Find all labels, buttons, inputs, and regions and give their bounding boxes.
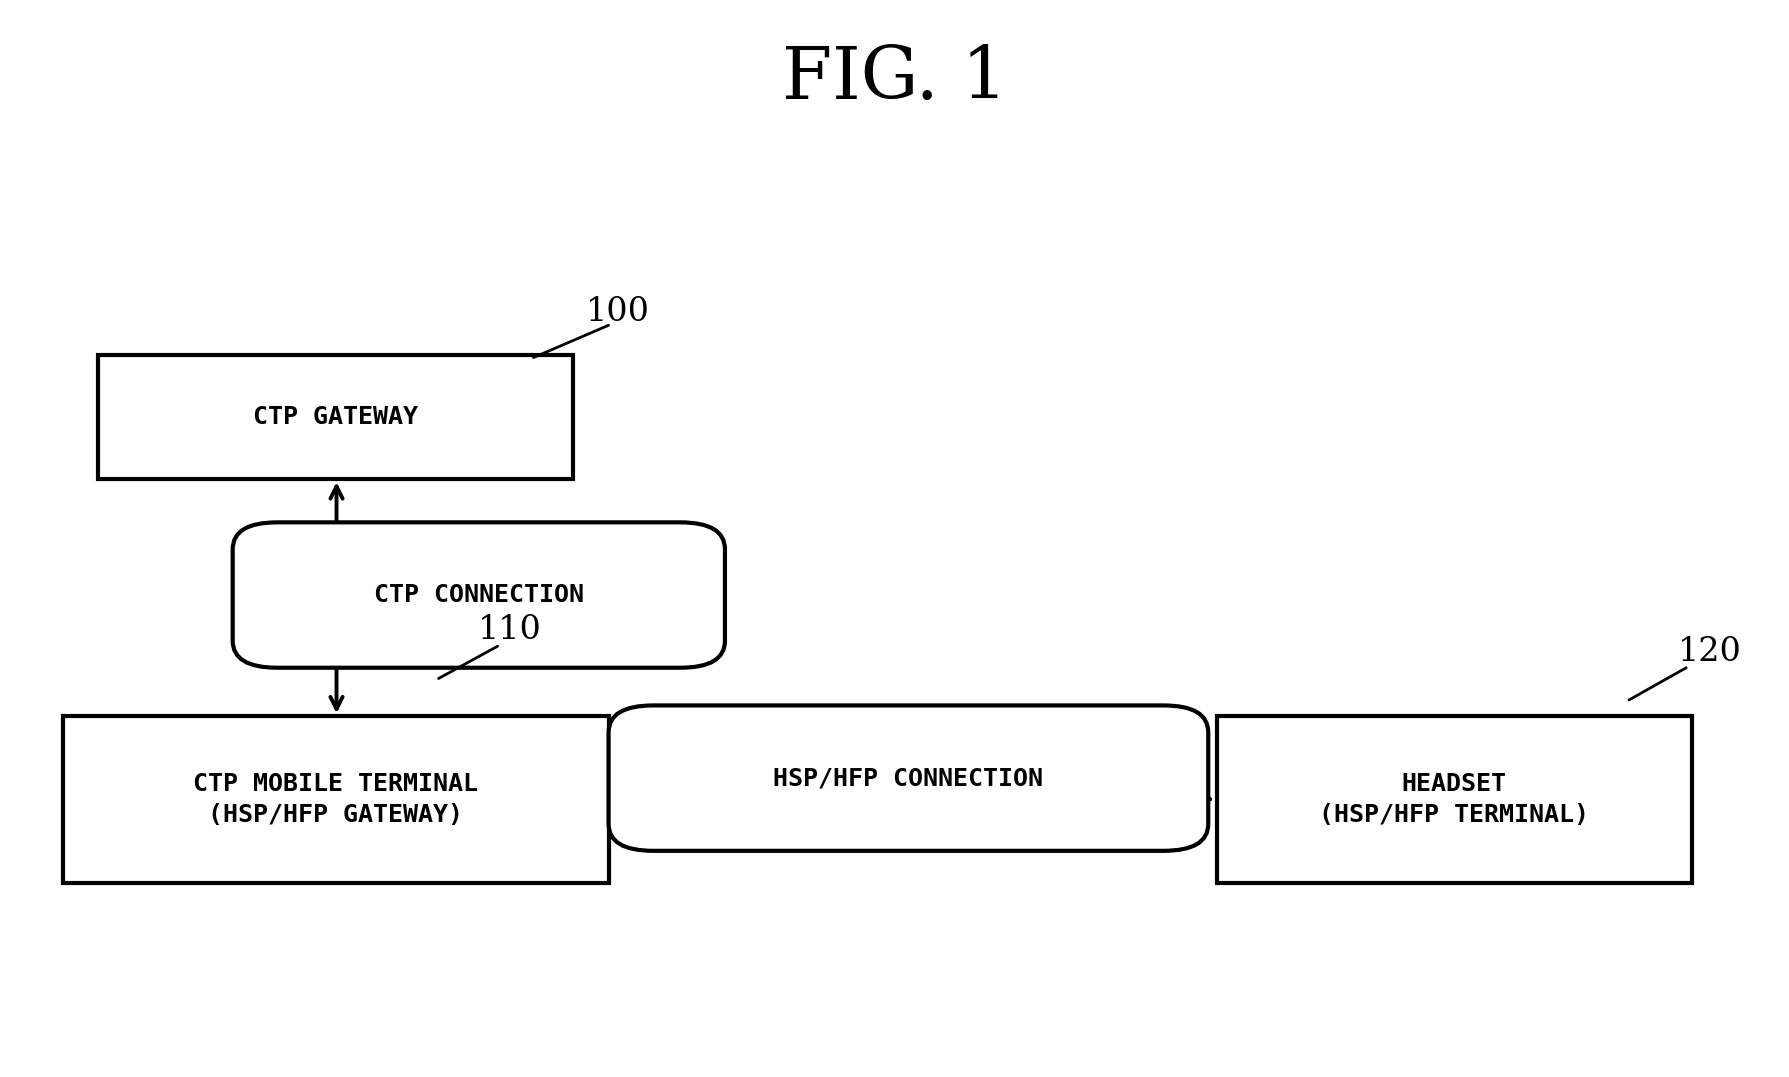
FancyBboxPatch shape — [63, 716, 608, 883]
Text: 100: 100 — [585, 296, 649, 328]
Text: CTP MOBILE TERMINAL
(HSP/HFP GATEWAY): CTP MOBILE TERMINAL (HSP/HFP GATEWAY) — [193, 772, 478, 827]
FancyBboxPatch shape — [608, 705, 1208, 851]
Text: FIG. 1: FIG. 1 — [782, 43, 1007, 113]
Text: CTP CONNECTION: CTP CONNECTION — [374, 583, 583, 607]
Text: 110: 110 — [478, 614, 542, 646]
FancyBboxPatch shape — [233, 522, 725, 668]
Text: CTP GATEWAY: CTP GATEWAY — [252, 405, 419, 430]
Text: HSP/HFP CONNECTION: HSP/HFP CONNECTION — [773, 766, 1043, 791]
FancyBboxPatch shape — [98, 355, 572, 479]
FancyBboxPatch shape — [1217, 716, 1691, 883]
Text: 120: 120 — [1676, 635, 1741, 668]
Text: HEADSET
(HSP/HFP TERMINAL): HEADSET (HSP/HFP TERMINAL) — [1318, 772, 1589, 827]
